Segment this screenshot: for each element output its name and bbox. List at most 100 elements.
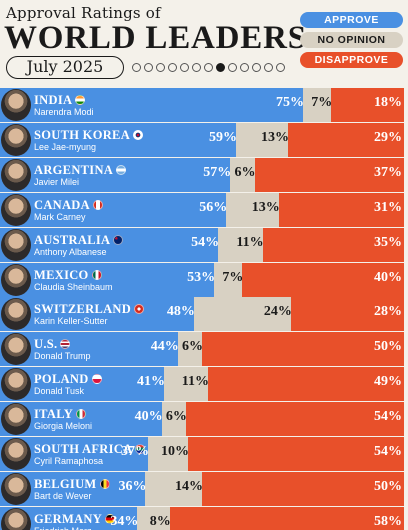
label-approve: 37% xyxy=(121,444,149,459)
leader-avatar xyxy=(1,228,31,261)
label-disapprove: 49% xyxy=(374,374,402,390)
chart-row: ARGENTINA Javier Milei 57% 6% 37% xyxy=(0,157,408,192)
bar-approve xyxy=(0,192,227,227)
bar-disapprove xyxy=(188,437,404,471)
chart-row: MEXICO Claudia Sheinbaum 53% 7% 40% xyxy=(0,262,408,297)
leader-name: Donald Tusk xyxy=(34,386,85,397)
flag-poland-icon xyxy=(91,374,102,385)
label-no-opinion: 8% xyxy=(149,513,171,529)
bar-no-opinion xyxy=(148,437,188,471)
label-approve: 40% xyxy=(134,409,163,425)
leader-name: Cyril Ramaphosa xyxy=(34,456,104,466)
country-label: POLAND xyxy=(34,372,102,387)
bar-disapprove xyxy=(185,402,404,437)
pager-dots[interactable] xyxy=(132,63,285,73)
country-name: CANADA xyxy=(34,197,90,212)
bar-no-opinion xyxy=(236,122,288,157)
bar-approve xyxy=(0,157,231,192)
bar-no-opinion xyxy=(193,297,291,332)
flag-south-africa-icon xyxy=(135,444,146,454)
flag-germany-icon xyxy=(105,513,116,524)
label-disapprove: 31% xyxy=(374,199,402,215)
bar-disapprove xyxy=(208,367,404,402)
country-name: MEXICO xyxy=(34,267,89,282)
country-name: ITALY xyxy=(34,407,74,422)
leader-name: Giorgia Meloni xyxy=(34,421,93,432)
bar-disapprove xyxy=(202,471,404,506)
label-approve: 48% xyxy=(166,304,195,320)
country-name: POLAND xyxy=(34,372,89,387)
label-no-opinion: 13% xyxy=(261,129,289,145)
country-label: SOUTH AFRICA xyxy=(34,442,146,457)
label-no-opinion: 6% xyxy=(182,339,203,355)
bar-no-opinion xyxy=(230,157,255,192)
leader-name: Bart de Wever xyxy=(34,490,92,501)
pager-dot[interactable] xyxy=(228,63,237,72)
bar-disapprove xyxy=(262,227,404,262)
country-label: ARGENTINA xyxy=(34,163,127,178)
bar-approve xyxy=(0,227,219,262)
leader-name: Javier Milei xyxy=(34,176,80,187)
pager-dot[interactable] xyxy=(192,63,201,72)
chart-row: SWITZERLAND Karin Keller-Sutter 48% 24% 28% xyxy=(0,297,408,332)
leader-avatar xyxy=(1,438,31,470)
country-label: ITALY xyxy=(34,407,87,422)
label-approve: 34% xyxy=(110,513,139,529)
label-disapprove: 35% xyxy=(374,234,402,250)
bar-disapprove xyxy=(242,262,404,297)
country-name: SOUTH AFRICA xyxy=(34,442,133,456)
country-name: U.S. xyxy=(34,337,58,352)
header: Approval Ratings of WORLD LEADERS July 2… xyxy=(0,0,408,86)
leader-avatar xyxy=(1,263,31,296)
label-disapprove: 29% xyxy=(374,129,402,145)
chart-row: POLAND Donald Tusk 41% 11% 49% xyxy=(0,367,408,402)
pager-dot[interactable] xyxy=(264,63,273,72)
label-disapprove: 28% xyxy=(374,304,402,320)
flag-argentina-icon xyxy=(116,164,127,175)
pager-dot[interactable] xyxy=(252,63,261,72)
label-approve: 56% xyxy=(199,199,228,215)
pager-dot[interactable] xyxy=(204,63,213,72)
pager-dot[interactable] xyxy=(180,63,189,72)
bar-no-opinion xyxy=(177,332,202,367)
bar-approve xyxy=(0,506,138,530)
country-label: SWITZERLAND xyxy=(34,302,145,317)
bar-no-opinion xyxy=(145,471,202,506)
chart-title: WORLD LEADERS xyxy=(4,20,307,56)
country-name: INDIA xyxy=(34,93,73,107)
country-label: U.S. xyxy=(34,337,71,352)
chart-row: AUSTRALIA Anthony Albanese 54% 11% 35% xyxy=(0,227,408,262)
leader-name: Claudia Sheinbaum xyxy=(34,281,113,292)
bar-disapprove xyxy=(288,122,404,157)
bar-no-opinion xyxy=(226,192,279,227)
country-label: SOUTH KOREA xyxy=(34,127,144,143)
country-label: CANADA xyxy=(34,198,103,213)
pager-dot[interactable] xyxy=(276,63,285,72)
leader-avatar xyxy=(1,333,31,366)
label-approve: 57% xyxy=(203,164,232,180)
leader-avatar xyxy=(1,403,31,436)
flag-canada-icon xyxy=(92,199,103,210)
bar-disapprove xyxy=(254,157,404,192)
label-approve: 41% xyxy=(137,374,165,390)
legend-approve: APPROVE xyxy=(300,12,403,28)
leader-name: Mark Carney xyxy=(34,211,86,222)
flag-australia-icon xyxy=(113,234,124,245)
country-label: AUSTRALIA xyxy=(34,233,124,248)
leader-avatar xyxy=(1,368,31,401)
pager-dot[interactable] xyxy=(156,63,165,72)
pager-dot[interactable] xyxy=(240,63,249,72)
label-approve: 54% xyxy=(191,234,220,250)
leader-name: Lee Jae-myung xyxy=(34,141,97,152)
pager-dot[interactable] xyxy=(132,63,141,72)
country-label: GERMANY xyxy=(34,512,116,527)
country-name: SOUTH KOREA xyxy=(34,127,131,142)
pager-dot-active[interactable] xyxy=(216,63,225,72)
bar-disapprove xyxy=(278,192,404,227)
country-label: INDIA xyxy=(34,93,86,108)
pager-dot[interactable] xyxy=(144,63,153,72)
leader-avatar xyxy=(1,507,31,530)
pager-dot[interactable] xyxy=(168,63,177,72)
chart-row: BELGIUM Bart de Wever 36% 14% 50% xyxy=(0,471,408,506)
label-no-opinion: 6% xyxy=(234,164,256,180)
